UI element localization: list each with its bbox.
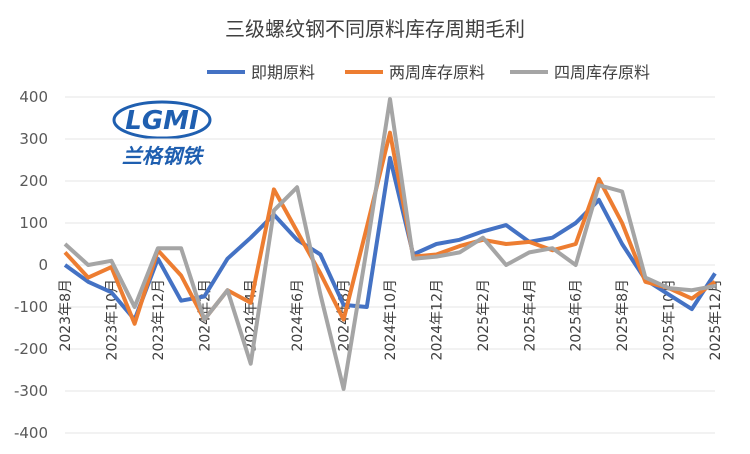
y-tick-label: -400	[14, 424, 48, 442]
x-tick-label: 2024年6月	[290, 279, 306, 352]
logo-name: 兰格钢铁	[122, 144, 205, 168]
x-tick-label: 2024年10月	[383, 279, 399, 360]
logo-mark: LGMI	[125, 106, 199, 136]
y-tick-label: -100	[14, 298, 48, 316]
series-line	[63, 97, 716, 391]
x-tick-label: 2025年8月	[615, 279, 631, 352]
y-tick-label: -300	[14, 382, 48, 400]
legend-label: 两周库存原料	[389, 63, 485, 82]
x-tick-label: 2023年8月	[58, 279, 74, 352]
y-tick-label: 0	[38, 256, 48, 274]
legend-label: 四周库存原料	[554, 63, 650, 82]
y-tick-label: 300	[19, 130, 48, 148]
series-line	[63, 155, 717, 322]
x-tick-label: 2025年4月	[522, 279, 538, 352]
logo-ring	[112, 100, 212, 140]
x-tick-label: 2025年2月	[476, 279, 492, 352]
x-tick-label: 2024年12月	[429, 279, 445, 360]
legend-label: 即期原料	[251, 63, 315, 82]
y-tick-label: -200	[14, 340, 48, 358]
logo: LGMI 兰格钢铁	[112, 100, 212, 168]
x-tick-label: 2025年12月	[708, 279, 724, 360]
y-tick-label: 400	[19, 88, 48, 106]
y-tick-label: 200	[19, 172, 48, 190]
series-line	[63, 130, 717, 326]
y-tick-label: 100	[19, 214, 48, 232]
x-tick-label: 2023年12月	[151, 279, 167, 360]
x-tick-label: 2025年6月	[569, 279, 585, 352]
chart-title: 三级螺纹钢不同原料库存周期毛利	[225, 17, 525, 41]
